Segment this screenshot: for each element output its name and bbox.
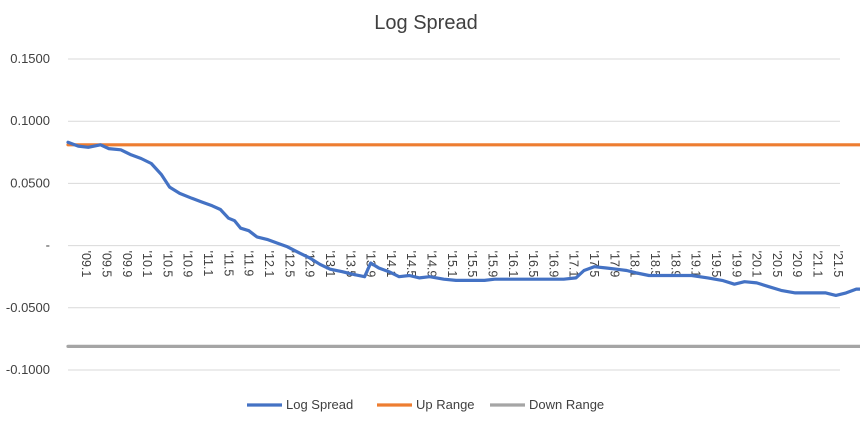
x-tick-label: '11.5: [221, 251, 235, 277]
legend-item-log-spread: Log Spread: [247, 397, 353, 412]
x-axis-ticks: '09.1 '09.5 '09.9 '10.1 '10.5 '10.9 '11.1 '11.5…: [79, 251, 845, 278]
x-tick-label: '16.9: [546, 251, 560, 278]
x-tick-label: '14.9: [425, 251, 439, 278]
x-tick-label: '09.1: [79, 251, 93, 278]
x-tick-label: '12.1: [262, 251, 276, 278]
chart-title: Log Spread: [374, 12, 477, 34]
x-tick-label: '13.5: [343, 251, 357, 278]
series-line-log-spread: [66, 140, 860, 297]
x-tick-label: '16.1: [506, 251, 520, 278]
x-tick-label: '17.5: [587, 251, 601, 278]
x-tick-label: '21.1: [811, 251, 825, 278]
x-tick-label: '11.9: [242, 251, 256, 277]
x-tick-label: '10.9: [181, 251, 195, 278]
x-tick-label: '20.9: [790, 251, 804, 278]
y-tick-label: -0.0500: [6, 300, 50, 315]
x-tick-label: '11.1: [201, 251, 215, 277]
x-tick-label: '20.1: [750, 251, 764, 278]
legend-label: Log Spread: [286, 397, 353, 412]
x-tick-label: '20.5: [770, 251, 784, 278]
x-tick-label: '17.9: [607, 251, 621, 278]
legend-item-up-range: Up Range: [377, 397, 475, 412]
y-tick-label: -0.1000: [6, 362, 50, 377]
x-tick-label: '09.9: [120, 251, 134, 278]
x-tick-label: '15.1: [445, 251, 459, 278]
x-tick-label: '14.5: [404, 251, 418, 278]
x-tick-label: '13.1: [323, 251, 337, 278]
x-tick-label: '16.5: [526, 251, 540, 278]
legend-label: Up Range: [416, 397, 475, 412]
x-tick-label: '18.5: [648, 251, 662, 278]
y-tick-label: 0.1000: [10, 113, 50, 128]
x-tick-label: '12.5: [282, 251, 296, 278]
x-tick-label: '21.5: [831, 251, 845, 278]
x-tick-label: '19.1: [689, 251, 703, 278]
legend-item-down-range: Down Range: [490, 397, 604, 412]
x-tick-label: '18.9: [668, 251, 682, 278]
x-tick-label: '15.9: [485, 251, 499, 278]
gridlines: [68, 58, 840, 371]
x-tick-label: '17.1: [567, 251, 581, 278]
x-tick-label: '19.9: [729, 251, 743, 278]
x-tick-label: '09.5: [99, 251, 113, 278]
y-axis-ticks: 0.1500 0.1000 0.0500 - -0.0500 -0.1000: [6, 51, 50, 377]
y-tick-label: -: [46, 238, 50, 253]
x-tick-label: '10.5: [160, 251, 174, 278]
series-lines: [66, 140, 860, 348]
legend: Log Spread Up Range Down Range: [247, 397, 604, 412]
legend-label: Down Range: [529, 397, 604, 412]
x-tick-label: '15.5: [465, 251, 479, 278]
x-tick-label: '10.1: [140, 251, 154, 278]
y-tick-label: 0.1500: [10, 51, 50, 66]
y-tick-label: 0.0500: [10, 175, 50, 190]
x-tick-label: '19.5: [709, 251, 723, 278]
